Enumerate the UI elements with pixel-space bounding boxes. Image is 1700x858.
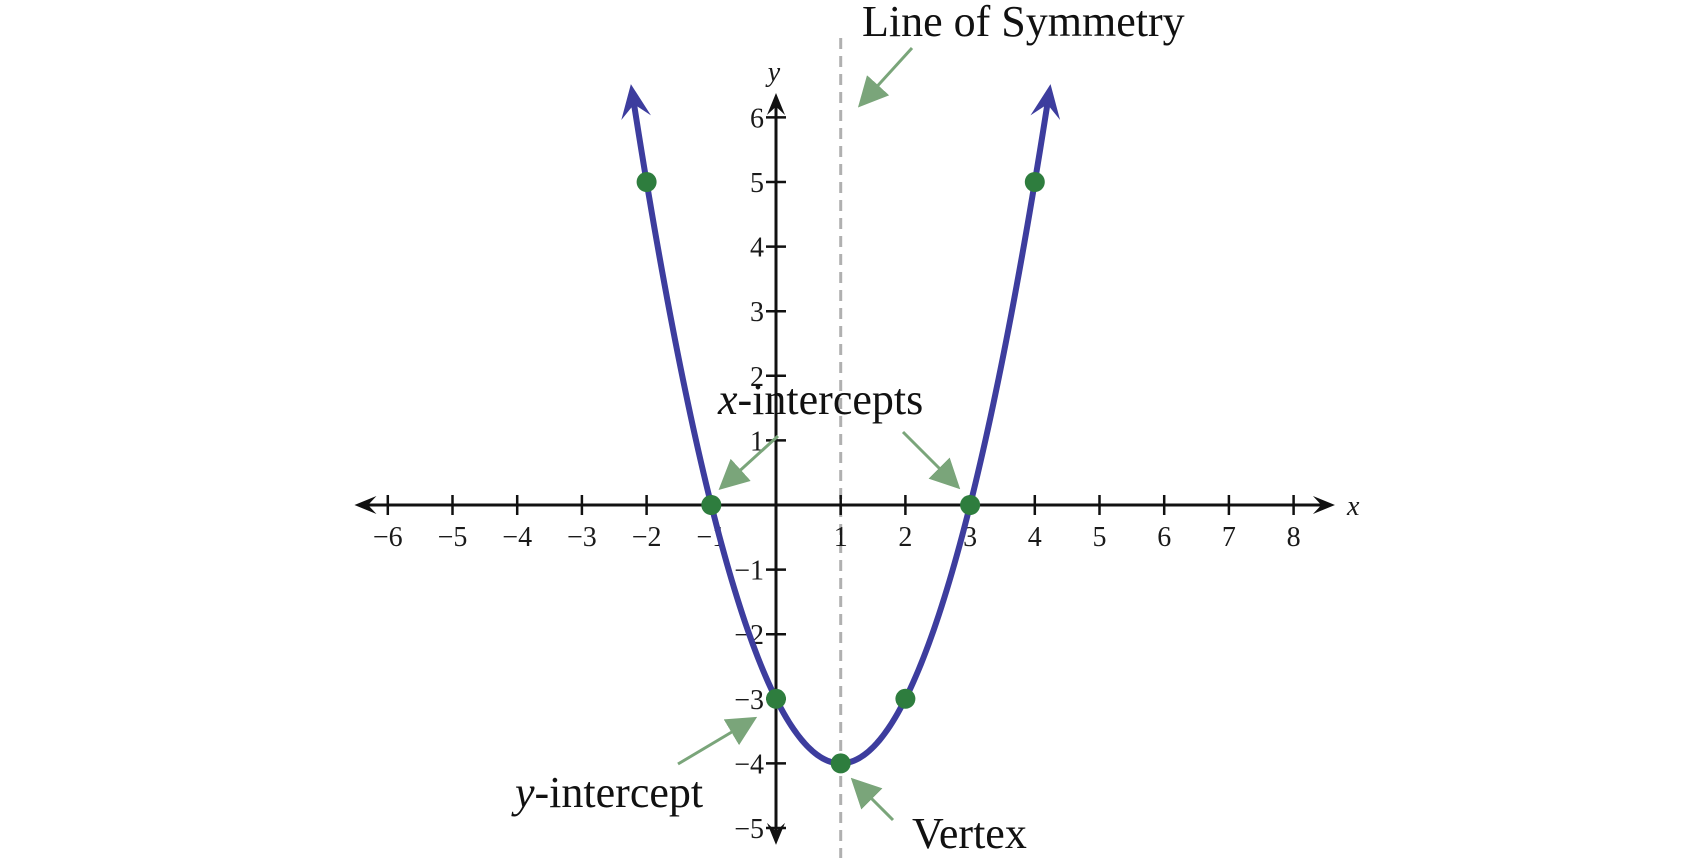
x-tick-label-10: 5 [1093, 522, 1107, 553]
curve-left-arrowhead [621, 84, 651, 121]
x-axis-label: x [1346, 491, 1360, 522]
y-axis-label: y [765, 57, 781, 88]
x-intercepts-label-rest: -intercepts [738, 375, 924, 424]
x-tick-label-12: 7 [1222, 522, 1236, 553]
data-point-2 [766, 688, 786, 709]
y-tick-label-7: 3 [750, 297, 764, 328]
symmetry-annotation-arrow [857, 46, 914, 108]
x-tick-label-3: −3 [567, 522, 597, 553]
y-intercept-label-rest: -intercept [535, 768, 704, 817]
y-intercept-arrow [677, 716, 758, 766]
vertex-label: Vertex [912, 809, 1027, 858]
data-point-3 [830, 753, 851, 774]
x-intercept-left-arrow [718, 434, 780, 491]
y-tick-label-5: 1 [750, 426, 764, 457]
y-tick-label-10: 6 [750, 103, 764, 134]
x-tick-label-7: 2 [898, 522, 912, 553]
x-intercepts-label: x-intercepts [717, 375, 923, 424]
data-point-5 [960, 495, 981, 515]
y-tick-label-1: −4 [734, 749, 764, 780]
x-tick-label-13: 8 [1287, 522, 1301, 553]
y-intercept-label-italic: y [511, 768, 535, 817]
y-tick-label-2: −3 [734, 685, 764, 716]
y-tick-label-4: −1 [734, 556, 764, 587]
x-tick-label-11: 6 [1157, 522, 1171, 553]
data-point-6 [1024, 172, 1045, 192]
x-axis-right-arrow [1312, 496, 1335, 514]
x-tick-label-2: −4 [502, 522, 532, 553]
x-tick-label-0: −6 [373, 522, 403, 553]
y-intercept-label: y-intercept [511, 768, 703, 817]
data-points [636, 172, 1045, 774]
y-tick-label-9: 5 [750, 168, 764, 199]
curve-right-arrowhead [1030, 84, 1061, 121]
x-tick-label-1: −5 [438, 522, 468, 553]
y-tick-label-0: −5 [734, 814, 764, 845]
x-intercepts-label-italic: x [717, 375, 738, 424]
x-axis-left-arrow [354, 496, 377, 514]
y-tick-label-6: 2 [750, 362, 764, 393]
x-tick-label-6: 1 [834, 522, 848, 553]
x-tick-label-9: 4 [1028, 522, 1042, 553]
y-axis-up-arrow [767, 93, 785, 116]
vertex-arrow [850, 777, 895, 822]
x-tick-label-4: −2 [632, 522, 662, 553]
data-point-0 [636, 172, 657, 192]
data-point-4 [895, 688, 916, 709]
data-point-1 [701, 495, 722, 515]
y-tick-label-8: 4 [750, 233, 764, 264]
x-intercept-right-arrow [901, 430, 961, 490]
line-of-symmetry-label: Line of Symmetry [862, 0, 1185, 46]
